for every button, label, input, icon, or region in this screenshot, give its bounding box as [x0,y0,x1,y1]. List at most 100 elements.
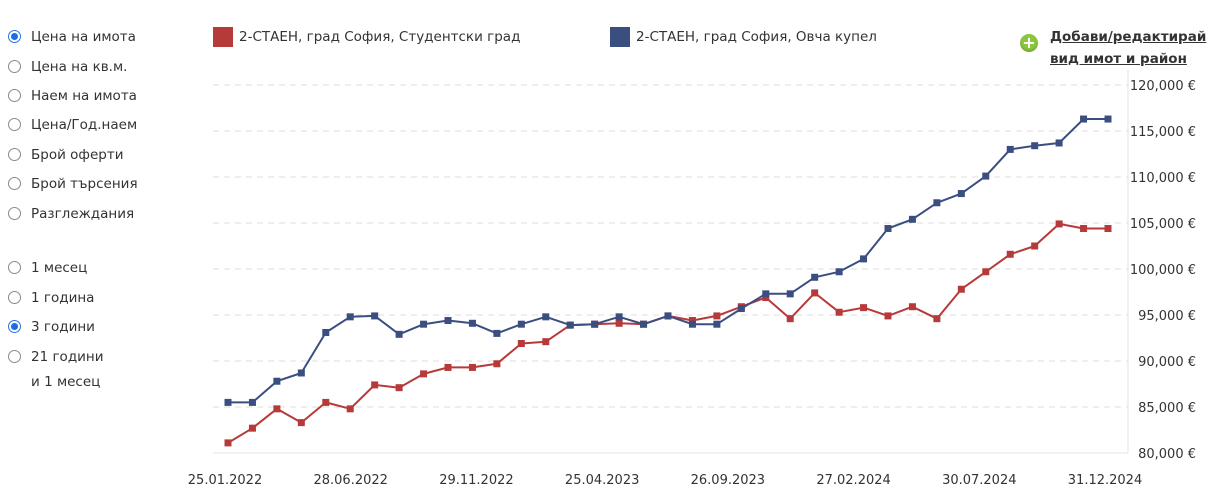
series-1-point [1031,242,1039,250]
radio-button[interactable] [8,350,21,363]
series-2-point [737,305,745,313]
legend-label-series-1: 2-СТАЕН, град София, Студентски град [239,29,521,45]
series-2-point [640,320,648,328]
radio-button[interactable] [8,320,21,333]
radio-button[interactable] [8,261,21,274]
x-tick-label: 31.12.2024 [1068,473,1142,488]
y-tick-label: 95,000 € [1138,309,1196,324]
series-1-point [1080,225,1088,233]
radio-label: 3 години [31,319,95,335]
series-1-point [615,319,623,327]
series-2-point [957,190,965,198]
series-2-point [1055,139,1063,147]
legend-swatch-series-1 [213,27,233,47]
y-tick-label: 110,000 € [1130,171,1196,186]
series-2-point [982,172,990,180]
series-2-point [542,313,550,321]
y-tick-label: 105,000 € [1130,217,1196,232]
metric-option-views[interactable]: Разглеждания [8,206,134,223]
series-1-point [297,419,305,427]
series-2-point [811,273,819,281]
series-2-point [713,320,721,328]
radio-label: Брой оферти [31,147,124,163]
add-edit-property-link[interactable]: + Добави/редактирай вид имот и район [1020,26,1206,70]
series-2-point [224,398,232,406]
series-2-point [860,255,868,263]
period-option-1-year[interactable]: 1 година [8,290,94,307]
radio-button[interactable] [8,118,21,131]
radio-button[interactable] [8,148,21,161]
series-1-point [493,360,501,368]
series-2-point [1104,115,1112,123]
radio-button[interactable] [8,177,21,190]
series-1-point [371,381,379,389]
radio-button[interactable] [8,89,21,102]
series-2-point [444,317,452,325]
series-2-point [835,268,843,276]
period-option-3-years[interactable]: 3 години [8,319,95,336]
legend-item-series-1[interactable]: 2-СТАЕН, град София, Студентски град [213,27,520,47]
series-1-point [346,405,354,413]
radio-label: 21 години и 1 месец [31,349,104,391]
radio-label: 1 година [31,290,95,306]
series-1-point [248,424,256,432]
radio-button[interactable] [8,291,21,304]
series-1-point [224,439,232,447]
radio-label-line-2: и 1 месец [31,374,101,390]
radio-label: Цена на имота [31,29,136,45]
y-tick-label: 120,000 € [1130,79,1196,94]
series-2-point [273,377,281,385]
series-1-point [468,363,476,371]
series-2-point [297,369,305,377]
series-2-point [884,225,892,233]
legend-label-series-2: 2-СТАЕН, град София, Овча купел [636,29,877,45]
series-2-point [615,313,623,321]
radio-button[interactable] [8,60,21,73]
x-tick-label: 25.01.2022 [188,473,262,488]
series-2-point [1080,115,1088,123]
series-1-point [957,285,965,293]
series-2-point [762,290,770,298]
series-1-point [1055,220,1063,228]
metric-option-price-to-rent[interactable]: Цена/Год.наем [8,117,137,134]
series-2-point [322,328,330,336]
metric-option-rent[interactable]: Наем на имота [8,88,137,105]
series-2-point [688,320,696,328]
series-1-point [688,317,696,325]
radio-label: Цена/Год.наем [31,117,138,133]
series-2-point [395,330,403,338]
radio-label: 1 месец [31,260,88,276]
series-1-point [786,315,794,323]
radio-label: Цена на кв.м. [31,59,128,75]
series-2-point [1031,142,1039,150]
series-2-point [591,320,599,328]
metric-option-price-per-sqm[interactable]: Цена на кв.м. [8,59,127,76]
radio-button[interactable] [8,207,21,220]
series-2-point [420,320,428,328]
add-edit-link-line-1: Добави/редактирай [1050,29,1207,45]
series-1-line [227,222,1108,444]
series-1-point [713,312,721,320]
series-1-point [420,370,428,378]
series-2-point [566,321,574,329]
series-1-point [908,303,916,311]
series-1-point [273,405,281,413]
metric-option-offers-count[interactable]: Брой оферти [8,147,123,164]
legend-item-series-2[interactable]: 2-СТАЕН, град София, Овча купел [610,27,877,47]
radio-button[interactable] [8,30,21,43]
series-1-point [322,398,330,406]
series-2-point [786,290,794,298]
series-2-point [517,320,525,328]
x-tick-label: 26.09.2023 [691,473,765,488]
add-edit-link-line-2: вид имот и район [1050,51,1187,67]
period-option-1-month[interactable]: 1 месец [8,260,87,277]
series-2-point [908,215,916,223]
radio-label: Брой търсения [31,176,138,192]
add-edit-link-text[interactable]: Добави/редактирай вид имот и район [1050,26,1206,70]
metric-option-price[interactable]: Цена на имота [8,29,136,46]
period-option-all-time[interactable]: 21 години и 1 месец [8,349,104,391]
radio-label: Наем на имота [31,88,137,104]
series-2-point [248,398,256,406]
metric-option-searches-count[interactable]: Брой търсения [8,176,138,193]
